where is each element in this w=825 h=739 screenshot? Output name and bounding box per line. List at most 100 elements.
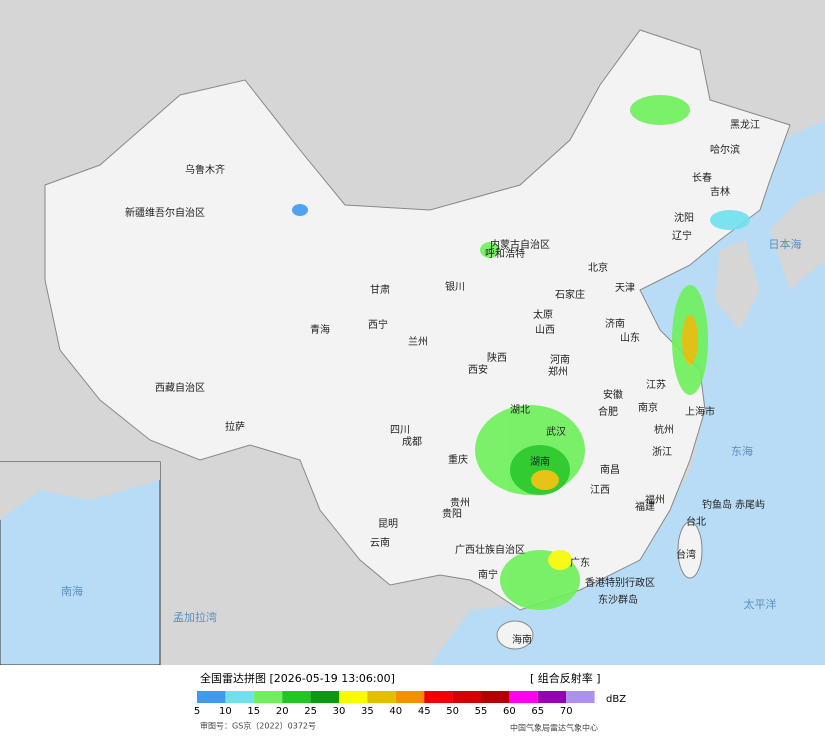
place-label: 拉萨: [225, 420, 245, 433]
place-label: 南昌: [600, 463, 620, 476]
color-swatch: [566, 691, 595, 703]
color-swatch: [481, 691, 510, 703]
place-label: 重庆: [448, 453, 468, 466]
color-swatch: [225, 691, 254, 703]
taiwan: [677, 521, 703, 579]
place-label: 浙江: [652, 446, 672, 458]
level-label: 55: [475, 706, 488, 717]
place-label: 内蒙古自治区: [490, 238, 550, 251]
level-label: 20: [276, 706, 289, 717]
color-swatch: [197, 691, 226, 703]
place-label: 昆明: [378, 518, 398, 530]
place-label: 江苏: [646, 378, 666, 391]
place-label: 青海: [310, 323, 330, 336]
place-label: 河南: [550, 353, 570, 366]
place-label: 安徽: [603, 388, 623, 401]
place-label: 西安: [468, 363, 488, 376]
place-label: 辽宁: [672, 229, 692, 242]
japan: [770, 190, 825, 290]
place-label: 贵阳: [442, 507, 462, 520]
footer-approval: 审图号：GS京（2022）0372号: [200, 721, 316, 731]
place-label: 福建: [635, 500, 655, 513]
place-label: 江西: [590, 484, 610, 496]
place-label: 湖南: [530, 455, 550, 468]
legend-panel: 全国雷达拼图 [2026-05-19 13:06:00] [ 组合反射率 ] d…: [194, 671, 626, 733]
sea-label: 日本海: [769, 237, 802, 251]
place-label: 银川: [445, 280, 465, 293]
place-label: 台北: [686, 515, 706, 528]
sea-label: 南海: [61, 584, 83, 598]
legend-product: [ 组合反射率 ]: [530, 671, 601, 685]
color-swatch: [339, 691, 368, 703]
place-label: 太原: [533, 308, 553, 321]
place-label: 赤尾屿: [735, 499, 765, 511]
level-label: 50: [446, 706, 459, 717]
place-label: 广西壮族自治区: [455, 543, 525, 556]
place-label: 黑龙江: [730, 118, 760, 131]
place-label: 香港特别行政区: [585, 576, 655, 589]
level-label: 30: [333, 706, 346, 717]
hainan: [496, 620, 534, 650]
place-label: 湖北: [510, 404, 530, 416]
place-label: 山东: [620, 331, 640, 344]
inset-south-sea: [0, 461, 161, 665]
place-label: 济南: [605, 317, 625, 330]
place-label: 武汉: [546, 425, 566, 438]
place-label: 成都: [402, 436, 422, 448]
place-label: 兰州: [408, 335, 428, 348]
color-swatch: [253, 691, 283, 703]
place-label: 广东: [570, 556, 590, 569]
place-label: 石家庄: [555, 288, 585, 301]
place-label: 天津: [615, 282, 635, 294]
level-label: 60: [503, 706, 516, 717]
color-swatch: [367, 691, 396, 703]
korea: [715, 240, 760, 330]
level-label: 15: [247, 706, 260, 717]
color-swatch: [395, 691, 425, 703]
level-label: 40: [389, 706, 402, 717]
legend-title: 全国雷达拼图 [2026-05-19 13:06:00]: [200, 671, 395, 685]
place-label: 郑州: [548, 365, 568, 378]
place-label: 乌鲁木齐: [185, 163, 225, 176]
place-label: 北京: [588, 261, 608, 274]
color-swatch: [452, 691, 481, 703]
level-label: 25: [304, 706, 317, 717]
place-label: 新疆维吾尔自治区: [125, 206, 205, 219]
footer-agency: 中国气象局雷达气象中心: [510, 723, 598, 733]
place-label: 杭州: [654, 423, 674, 436]
place-label: 合肥: [598, 405, 618, 418]
place-label: 贵州: [450, 496, 470, 509]
radar-echoes: [292, 95, 750, 610]
sea-label: 东海: [731, 444, 753, 458]
sea-label: 太平洋: [744, 597, 777, 611]
place-label: 吉林: [710, 185, 730, 198]
place-label: 钓鱼岛: [702, 498, 732, 511]
color-swatch: [537, 691, 567, 703]
place-label: 哈尔滨: [710, 143, 740, 156]
place-label: 台湾: [676, 548, 696, 561]
place-label: 陕西: [487, 351, 507, 364]
level-label: 5: [194, 706, 200, 717]
place-label: 海南: [512, 633, 532, 646]
color-swatch: [282, 691, 311, 703]
place-label: 南宁: [478, 568, 498, 581]
place-label: 沈阳: [674, 211, 694, 224]
place-label: 呼和浩特: [485, 248, 525, 260]
place-label: 长春: [692, 172, 712, 184]
place-label: 福州: [645, 493, 665, 506]
level-label: 35: [361, 706, 374, 717]
legend-unit: dBZ: [606, 694, 626, 705]
place-label: 甘肃: [370, 283, 390, 296]
level-label: 45: [418, 706, 431, 717]
color-swatch: [509, 691, 538, 703]
place-label: 上海市: [685, 405, 715, 418]
place-label: 东沙群岛: [598, 593, 638, 606]
color-swatch: [310, 691, 339, 703]
place-label: 山西: [535, 324, 555, 336]
place-label: 西藏自治区: [155, 381, 205, 394]
level-label: 70: [560, 706, 573, 717]
place-label: 云南: [370, 536, 390, 549]
place-label: 四川: [390, 425, 410, 436]
